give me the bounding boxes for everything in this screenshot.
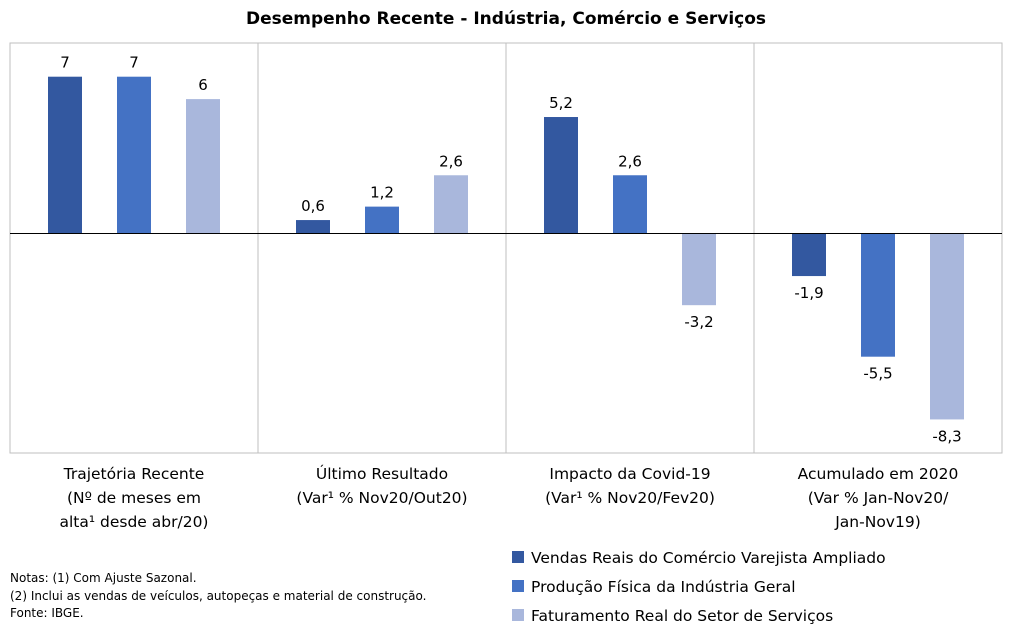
data-label: -1,9 [794, 284, 823, 302]
chart-title: Desempenho Recente - Indústria, Comércio… [246, 9, 766, 29]
bar [365, 206, 399, 234]
legend-label: Produção Física da Indústria Geral [531, 578, 796, 596]
category-label: Impacto da Covid-19 (Var¹ % Nov20/Fev20) [545, 465, 715, 507]
bar [186, 99, 220, 234]
data-label: 0,6 [301, 197, 325, 215]
data-label: -8,3 [932, 427, 961, 445]
bar [930, 233, 964, 420]
bar [48, 76, 82, 234]
legend-swatch [512, 609, 524, 621]
data-label: 2,6 [439, 152, 463, 170]
data-label: -5,5 [863, 365, 892, 383]
bars-group [10, 76, 1002, 420]
value-labels-group: 7 7 6 0,6 1,2 2,6 5,2 2,6 -3,2 -1,9 -5,5 -8,3 [60, 54, 961, 446]
bar [434, 175, 468, 234]
data-label: -3,2 [684, 313, 713, 331]
category-label: Trajetória Recente (Nº de meses em alta¹ d… [60, 465, 209, 531]
bar [792, 233, 826, 277]
data-label: 7 [60, 54, 70, 72]
data-label: 5,2 [549, 94, 573, 112]
bar [682, 233, 716, 306]
data-label: 1,2 [370, 184, 394, 202]
plot-frame [9, 42, 1003, 454]
data-label: 6 [198, 76, 208, 94]
footnote-line: Fonte: IBGE. [10, 606, 84, 620]
data-label: 7 [129, 54, 139, 72]
legend-swatch [512, 580, 524, 592]
bar [296, 220, 330, 234]
legend-label: Vendas Reais do Comércio Varejista Ampli… [531, 549, 886, 567]
footnote-line: (2) Inclui as vendas de veículos, autope… [10, 588, 427, 603]
legend-label: Faturamento Real do Setor de Serviços [531, 607, 833, 625]
legend-swatch [512, 551, 524, 563]
bar [544, 117, 578, 234]
bar [613, 175, 647, 234]
category-labels-group: Trajetória Recente (Nº de meses em alta¹ d… [60, 464, 959, 531]
footnotes: Notas: (1) Com Ajuste Sazonal. (2) Inclu… [10, 570, 426, 623]
category-label: Acumulado em 2020 (Var % Jan-Nov20/Jan-No… [798, 465, 959, 531]
bar [117, 76, 151, 234]
footnote-line: Notas: (1) Com Ajuste Sazonal. [10, 571, 197, 585]
bar [861, 233, 895, 357]
legend: Vendas Reais do Comércio Varejista Ampli… [512, 549, 886, 625]
category-label: Último Resultado (Var¹ % Nov20/Out20) [296, 464, 467, 507]
data-label: 2,6 [618, 152, 642, 170]
